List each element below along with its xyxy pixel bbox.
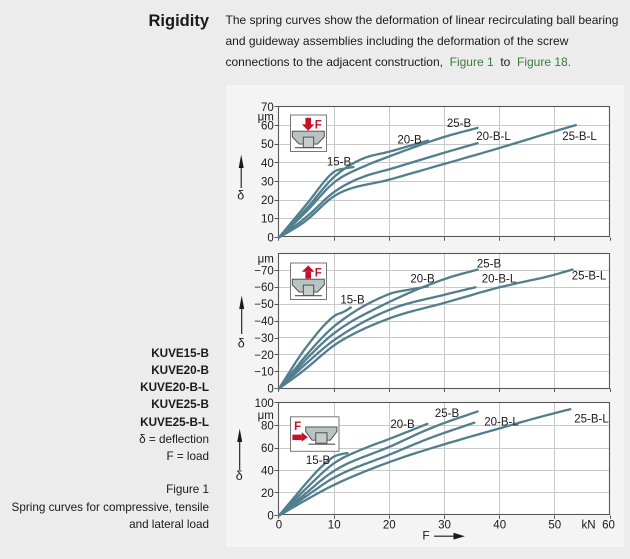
svg-text:30: 30 — [261, 177, 274, 189]
svg-text:20-B: 20-B — [397, 134, 422, 146]
svg-text:15-B: 15-B — [340, 294, 365, 306]
svg-text:60: 60 — [261, 443, 274, 455]
svg-text:−70: −70 — [254, 265, 274, 277]
svg-text:δ: δ — [238, 337, 245, 351]
svg-text:20: 20 — [261, 195, 274, 207]
svg-text:25-B: 25-B — [447, 118, 472, 130]
svg-text:−20: −20 — [254, 350, 274, 362]
svg-text:kN: kN — [581, 519, 595, 531]
svg-text:25-B: 25-B — [435, 408, 460, 420]
svg-text:−50: −50 — [254, 299, 274, 311]
svg-text:0: 0 — [267, 510, 273, 522]
svg-text:70: 70 — [261, 102, 274, 114]
svg-text:20-B-L: 20-B-L — [476, 131, 511, 143]
svg-text:60: 60 — [261, 121, 274, 133]
svg-text:25-B-L: 25-B-L — [562, 131, 597, 143]
svg-text:δ: δ — [237, 189, 244, 203]
svg-text:10: 10 — [328, 519, 341, 531]
svg-text:−30: −30 — [254, 333, 274, 345]
svg-text:50: 50 — [261, 139, 274, 151]
svg-text:10: 10 — [261, 214, 274, 226]
svg-text:20-B: 20-B — [410, 273, 435, 285]
svg-text:δ: δ — [236, 469, 243, 483]
svg-text:40: 40 — [493, 519, 506, 531]
svg-text:15-B: 15-B — [306, 455, 331, 467]
svg-text:40: 40 — [261, 465, 274, 477]
svg-text:40: 40 — [261, 158, 274, 170]
svg-text:−10: −10 — [254, 367, 274, 379]
svg-text:100: 100 — [255, 398, 274, 410]
svg-text:25-B: 25-B — [477, 258, 502, 270]
svg-text:60: 60 — [602, 519, 615, 531]
svg-text:0: 0 — [276, 519, 282, 531]
svg-text:20: 20 — [383, 519, 396, 531]
svg-text:20: 20 — [261, 488, 274, 500]
svg-text:0: 0 — [267, 232, 273, 244]
svg-text:20-B-L: 20-B-L — [482, 273, 517, 285]
svg-text:30: 30 — [438, 519, 451, 531]
svg-text:80: 80 — [261, 420, 274, 432]
svg-text:F: F — [294, 421, 301, 433]
svg-text:15-B: 15-B — [327, 156, 352, 168]
svg-text:F: F — [422, 528, 429, 542]
svg-text:20-B-L: 20-B-L — [484, 416, 519, 428]
svg-text:μm: μm — [258, 253, 274, 265]
svg-text:0: 0 — [267, 384, 273, 396]
svg-text:μm: μm — [258, 111, 274, 123]
svg-text:μm: μm — [258, 410, 274, 422]
svg-text:−40: −40 — [254, 316, 274, 328]
svg-text:−60: −60 — [254, 282, 274, 294]
svg-text:25-B-L: 25-B-L — [572, 270, 607, 282]
svg-text:50: 50 — [548, 519, 561, 531]
svg-text:20-B: 20-B — [390, 419, 415, 431]
svg-text:25-B-L: 25-B-L — [574, 413, 609, 425]
svg-text:F: F — [315, 120, 322, 132]
svg-text:F: F — [315, 268, 322, 280]
